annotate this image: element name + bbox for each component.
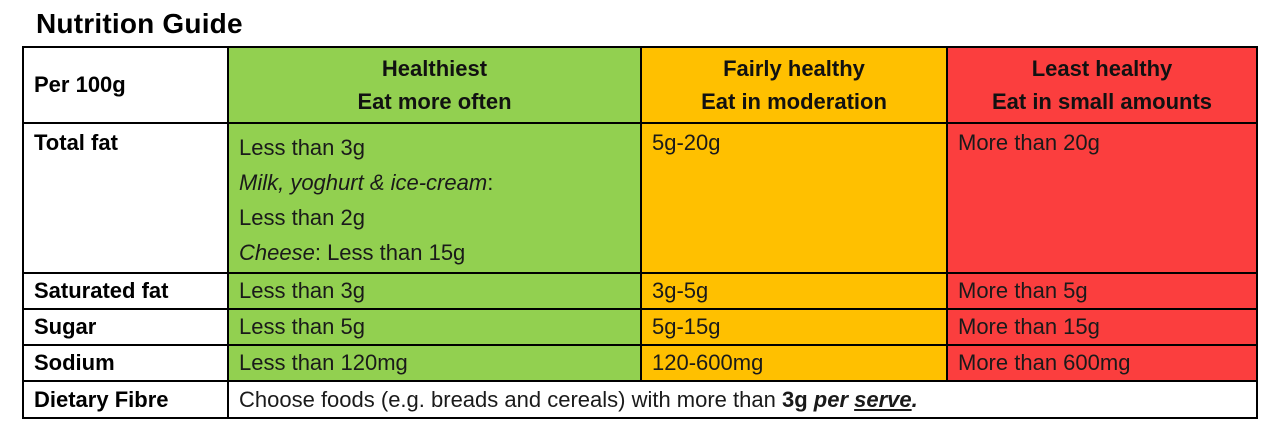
sugar-least-cell: More than 15g: [946, 308, 1258, 346]
header-least-healthy: Least healthy Eat in small amounts: [946, 46, 1258, 124]
total-fat-green-line1: Less than 3g: [239, 135, 365, 160]
total-fat-moderation-cell: 5g-20g: [640, 122, 948, 274]
corner-header-per-100g: Per 100g: [22, 46, 229, 124]
dietary-fibre-label: Dietary Fibre: [22, 380, 229, 419]
header-fairly-healthy: Fairly healthy Eat in moderation: [640, 46, 948, 124]
row-total-fat: Total fat Less than 3g Milk, yoghurt & i…: [22, 122, 1258, 274]
sugar-healthiest-cell: Less than 5g: [227, 308, 642, 346]
header-fairly-healthy-title: Fairly healthy: [723, 56, 865, 81]
sodium-least-cell: More than 600mg: [946, 344, 1258, 382]
sodium-label: Sodium: [22, 344, 229, 382]
header-fairly-healthy-subtitle: Eat in moderation: [701, 89, 887, 114]
total-fat-healthiest-cell: Less than 3g Milk, yoghurt & ice-cream : …: [227, 122, 642, 274]
row-sodium: Sodium Less than 120mg 120-600mg More th…: [22, 344, 1258, 382]
nutrition-table: Per 100g Healthiest Eat more often Fairl…: [22, 46, 1258, 419]
row-saturated-fat: Saturated fat Less than 3g 3g-5g More th…: [22, 272, 1258, 310]
total-fat-least-cell: More than 20g: [946, 122, 1258, 274]
saturated-fat-moderation-cell: 3g-5g: [640, 272, 948, 310]
header-healthiest-subtitle: Eat more often: [357, 89, 512, 114]
total-fat-green-line4-italic: Cheese: [239, 240, 315, 265]
total-fat-green-line3: Less than 2g: [239, 205, 365, 230]
row-dietary-fibre: Dietary Fibre Choose foods (e.g. breads …: [22, 380, 1258, 419]
sodium-moderation-cell: 120-600mg: [640, 344, 948, 382]
total-fat-green-line4-rest: : Less than 15g: [314, 240, 466, 265]
fibre-text-period: .: [911, 386, 918, 412]
fibre-text-per: per: [807, 386, 855, 412]
page-title: Nutrition Guide: [36, 8, 243, 39]
fibre-text-bold-3g: 3g: [781, 386, 808, 412]
sugar-label: Sugar: [22, 308, 229, 346]
fibre-text-regular: Choose foods (e.g. breads and cereals) w…: [239, 386, 782, 412]
row-sugar: Sugar Less than 5g 5g-15g More than 15g: [22, 308, 1258, 346]
header-healthiest: Healthiest Eat more often: [227, 46, 642, 124]
saturated-fat-label: Saturated fat: [22, 272, 229, 310]
total-fat-label: Total fat: [22, 122, 229, 274]
total-fat-green-line2-italic: Milk, yoghurt & ice-cream: [239, 170, 488, 195]
saturated-fat-least-cell: More than 5g: [946, 272, 1258, 310]
saturated-fat-healthiest-cell: Less than 3g: [227, 272, 642, 310]
header-least-healthy-subtitle: Eat in small amounts: [991, 89, 1213, 114]
total-fat-green-line2-rest: :: [487, 170, 494, 195]
header-row: Per 100g Healthiest Eat more often Fairl…: [22, 46, 1258, 124]
header-least-healthy-title: Least healthy: [1031, 56, 1173, 81]
sugar-moderation-cell: 5g-15g: [640, 308, 948, 346]
dietary-fibre-advice-cell: Choose foods (e.g. breads and cereals) w…: [227, 380, 1258, 419]
header-healthiest-title: Healthiest: [381, 56, 488, 81]
fibre-text-serve-underlined: serve: [854, 386, 912, 412]
sodium-healthiest-cell: Less than 120mg: [227, 344, 642, 382]
